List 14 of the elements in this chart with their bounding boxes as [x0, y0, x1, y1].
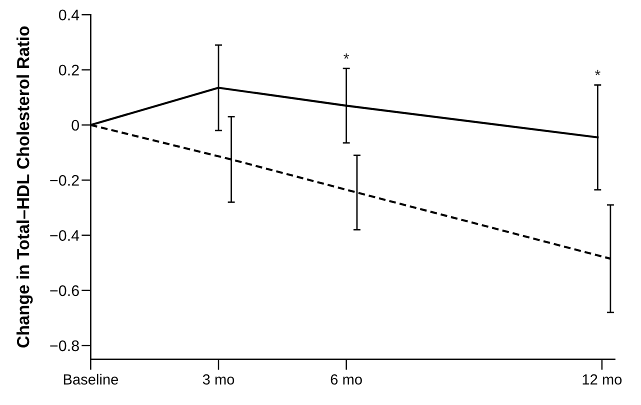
y-tick-label: −0.6: [50, 285, 79, 296]
x-tick-label: Baseline: [64, 374, 118, 385]
x-tick-label: 6 mo: [330, 374, 362, 385]
y-tick-label: −0.4: [50, 230, 80, 241]
y-tick-label: −0.8: [50, 340, 79, 352]
y-axis-title: Change in Total–HDL Cholesterol Ratio: [16, 26, 33, 348]
annotation: *: [594, 70, 600, 76]
y-tick-label: 0.2: [58, 64, 79, 76]
y-tick-label: 0: [72, 120, 79, 131]
x-tick-label: 3 mo: [202, 374, 234, 385]
x-tick-label: 12 mo: [582, 374, 622, 385]
y-tick-label: 0.4: [58, 10, 80, 20]
annotation: *: [344, 53, 350, 59]
y-tick-label: −0.2: [50, 174, 79, 186]
